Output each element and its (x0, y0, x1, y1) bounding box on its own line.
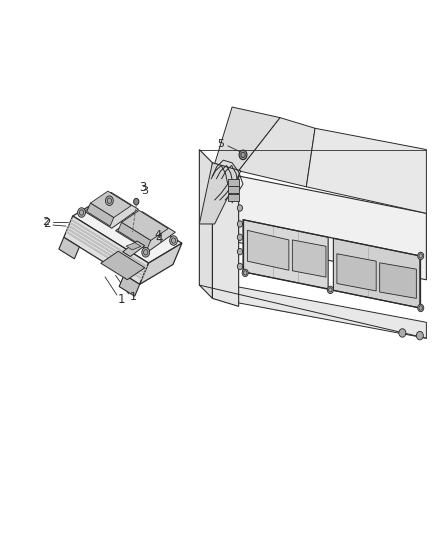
Circle shape (327, 286, 333, 294)
Text: 2: 2 (42, 217, 50, 230)
Text: 2: 2 (42, 217, 49, 228)
Text: 3: 3 (139, 181, 146, 193)
Polygon shape (306, 128, 426, 213)
Circle shape (237, 234, 243, 240)
Polygon shape (116, 212, 175, 251)
Polygon shape (199, 150, 212, 298)
Text: 4: 4 (155, 232, 163, 245)
Polygon shape (292, 240, 326, 277)
Polygon shape (380, 263, 417, 298)
Polygon shape (70, 222, 146, 270)
Polygon shape (85, 192, 138, 228)
Bar (228, 194, 239, 200)
Polygon shape (90, 191, 131, 217)
Polygon shape (71, 219, 147, 268)
Circle shape (170, 236, 177, 245)
Polygon shape (199, 163, 241, 224)
Polygon shape (118, 222, 151, 249)
Circle shape (237, 248, 243, 255)
Polygon shape (73, 196, 182, 263)
Polygon shape (239, 118, 315, 187)
Polygon shape (119, 274, 140, 296)
Polygon shape (67, 228, 144, 276)
Circle shape (237, 263, 243, 270)
Polygon shape (212, 163, 239, 306)
Polygon shape (87, 203, 114, 226)
Polygon shape (126, 243, 141, 250)
Polygon shape (333, 238, 420, 308)
Circle shape (142, 247, 150, 257)
Polygon shape (212, 107, 280, 171)
Circle shape (237, 221, 243, 227)
Circle shape (106, 196, 113, 206)
Text: 3: 3 (141, 186, 148, 196)
Text: 4: 4 (154, 230, 162, 240)
Polygon shape (337, 254, 376, 291)
Polygon shape (215, 282, 426, 338)
Polygon shape (66, 231, 142, 279)
Text: 1: 1 (130, 292, 137, 302)
Circle shape (134, 198, 139, 205)
Text: 5: 5 (217, 139, 224, 149)
Polygon shape (140, 243, 182, 285)
Polygon shape (123, 241, 145, 256)
Polygon shape (64, 216, 148, 285)
Circle shape (418, 304, 424, 312)
Polygon shape (68, 225, 145, 273)
Polygon shape (243, 220, 328, 289)
Text: 1: 1 (117, 293, 125, 306)
Circle shape (399, 329, 406, 337)
Bar (228, 179, 239, 185)
Circle shape (242, 269, 248, 277)
Circle shape (78, 208, 85, 217)
Circle shape (418, 252, 424, 260)
Bar (228, 186, 239, 192)
Polygon shape (212, 171, 426, 280)
Polygon shape (247, 230, 289, 270)
Polygon shape (101, 251, 145, 280)
Polygon shape (121, 211, 168, 240)
Circle shape (237, 205, 243, 211)
Polygon shape (59, 237, 79, 259)
Circle shape (239, 150, 247, 160)
Circle shape (417, 332, 424, 340)
